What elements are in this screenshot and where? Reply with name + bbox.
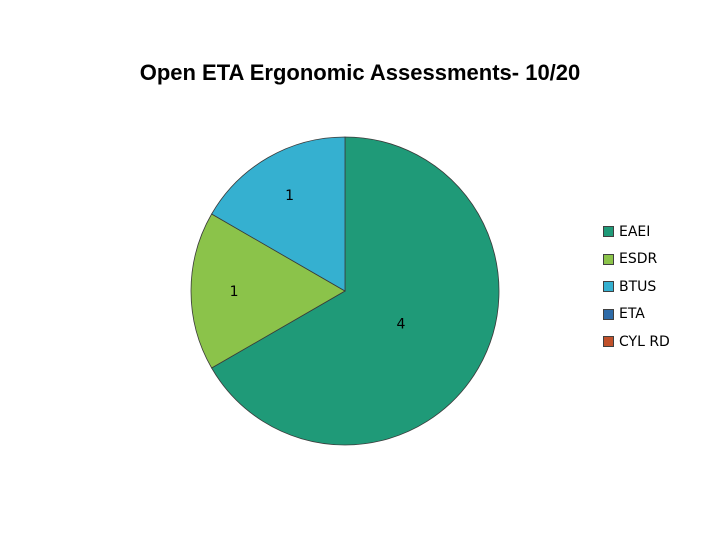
legend-item-eta: ETA [603,301,670,329]
legend-item-cyl-rd: CYL RD [603,328,670,356]
legend-label: ESDR [619,251,658,268]
legend-swatch [603,226,614,238]
legend-label: CYL RD [619,333,670,350]
data-label-eaei: 4 [397,316,406,332]
legend-swatch [603,336,614,348]
legend-item-esdr: ESDR [603,246,670,274]
data-label-btus: 1 [285,188,294,204]
legend-swatch [603,253,614,265]
legend-label: ETA [619,306,645,323]
legend-item-eaei: EAEI [603,218,670,246]
chart-title: Open ETA Ergonomic Assessments- 10/20 [139,60,581,85]
legend: EAEI ESDR BTUS ETA CYL RD [603,218,670,356]
legend-swatch [603,308,614,320]
legend-item-btus: BTUS [603,273,670,301]
pie-slice-btus [211,136,346,292]
legend-swatch [603,281,614,293]
pie-slice-eaei [211,136,500,446]
pie-slice-esdr [190,213,346,369]
legend-label: EAEI [619,223,651,240]
data-label-esdr: 1 [230,284,239,300]
legend-label: BTUS [619,278,657,295]
